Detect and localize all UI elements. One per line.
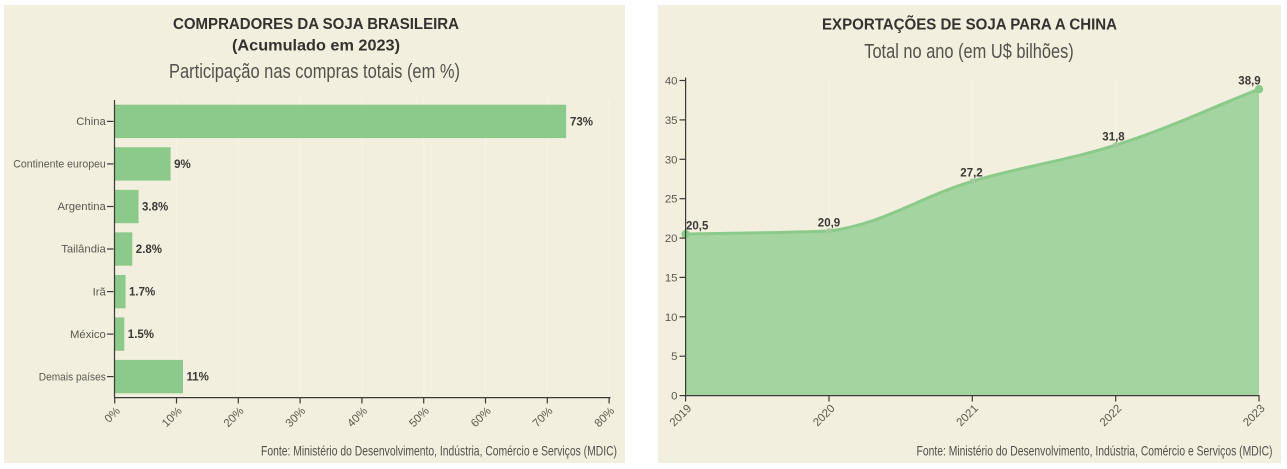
svg-text:5: 5	[671, 351, 677, 363]
svg-text:Demais países: Demais países	[39, 371, 106, 383]
svg-text:15: 15	[665, 272, 678, 284]
svg-text:0: 0	[671, 391, 677, 403]
svg-text:1.7%: 1.7%	[129, 287, 155, 299]
svg-text:Argentina: Argentina	[57, 201, 106, 213]
svg-text:11%: 11%	[187, 372, 209, 384]
svg-text:México: México	[70, 329, 106, 341]
svg-text:20: 20	[665, 233, 678, 245]
svg-text:Continente europeu: Continente europeu	[13, 159, 106, 171]
svg-text:Fonte: Ministério do Desenvolv: Fonte: Ministério do Desenvolvimento, In…	[917, 443, 1273, 459]
svg-text:COMPRADORES DA SOJA BRASILEIRA: COMPRADORES DA SOJA BRASILEIRA	[173, 16, 459, 33]
svg-text:20,5: 20,5	[686, 220, 709, 232]
svg-text:Participação nas compras totai: Participação nas compras totais (em %)	[169, 61, 460, 83]
svg-text:40: 40	[665, 76, 678, 88]
svg-text:25: 25	[665, 194, 678, 206]
svg-text:3.8%: 3.8%	[142, 202, 168, 214]
svg-text:(Acumulado em 2023): (Acumulado em 2023)	[232, 38, 400, 55]
svg-text:20,9: 20,9	[818, 217, 840, 229]
svg-text:Irã: Irã	[93, 286, 107, 298]
svg-text:38,9: 38,9	[1238, 76, 1260, 88]
svg-text:Tailândia: Tailândia	[61, 244, 106, 256]
svg-text:2.8%: 2.8%	[136, 244, 162, 256]
svg-text:27,2: 27,2	[960, 168, 982, 180]
svg-text:10: 10	[665, 312, 678, 324]
svg-text:35: 35	[665, 115, 678, 127]
svg-text:30: 30	[665, 154, 678, 166]
svg-text:73%: 73%	[570, 117, 593, 129]
svg-text:31,8: 31,8	[1102, 131, 1125, 143]
svg-text:Fonte: Ministério do Desenvolv: Fonte: Ministério do Desenvolvimento, In…	[261, 443, 617, 459]
svg-text:Total no ano (em U$ bilhões): Total no ano (em U$ bilhões)	[864, 41, 1074, 63]
svg-text:EXPORTAÇÕES DE SOJA PARA A CHI: EXPORTAÇÕES DE SOJA PARA A CHINA	[822, 14, 1117, 34]
svg-text:China: China	[76, 116, 106, 128]
svg-text:1.5%: 1.5%	[128, 329, 154, 341]
svg-text:9%: 9%	[174, 159, 191, 171]
